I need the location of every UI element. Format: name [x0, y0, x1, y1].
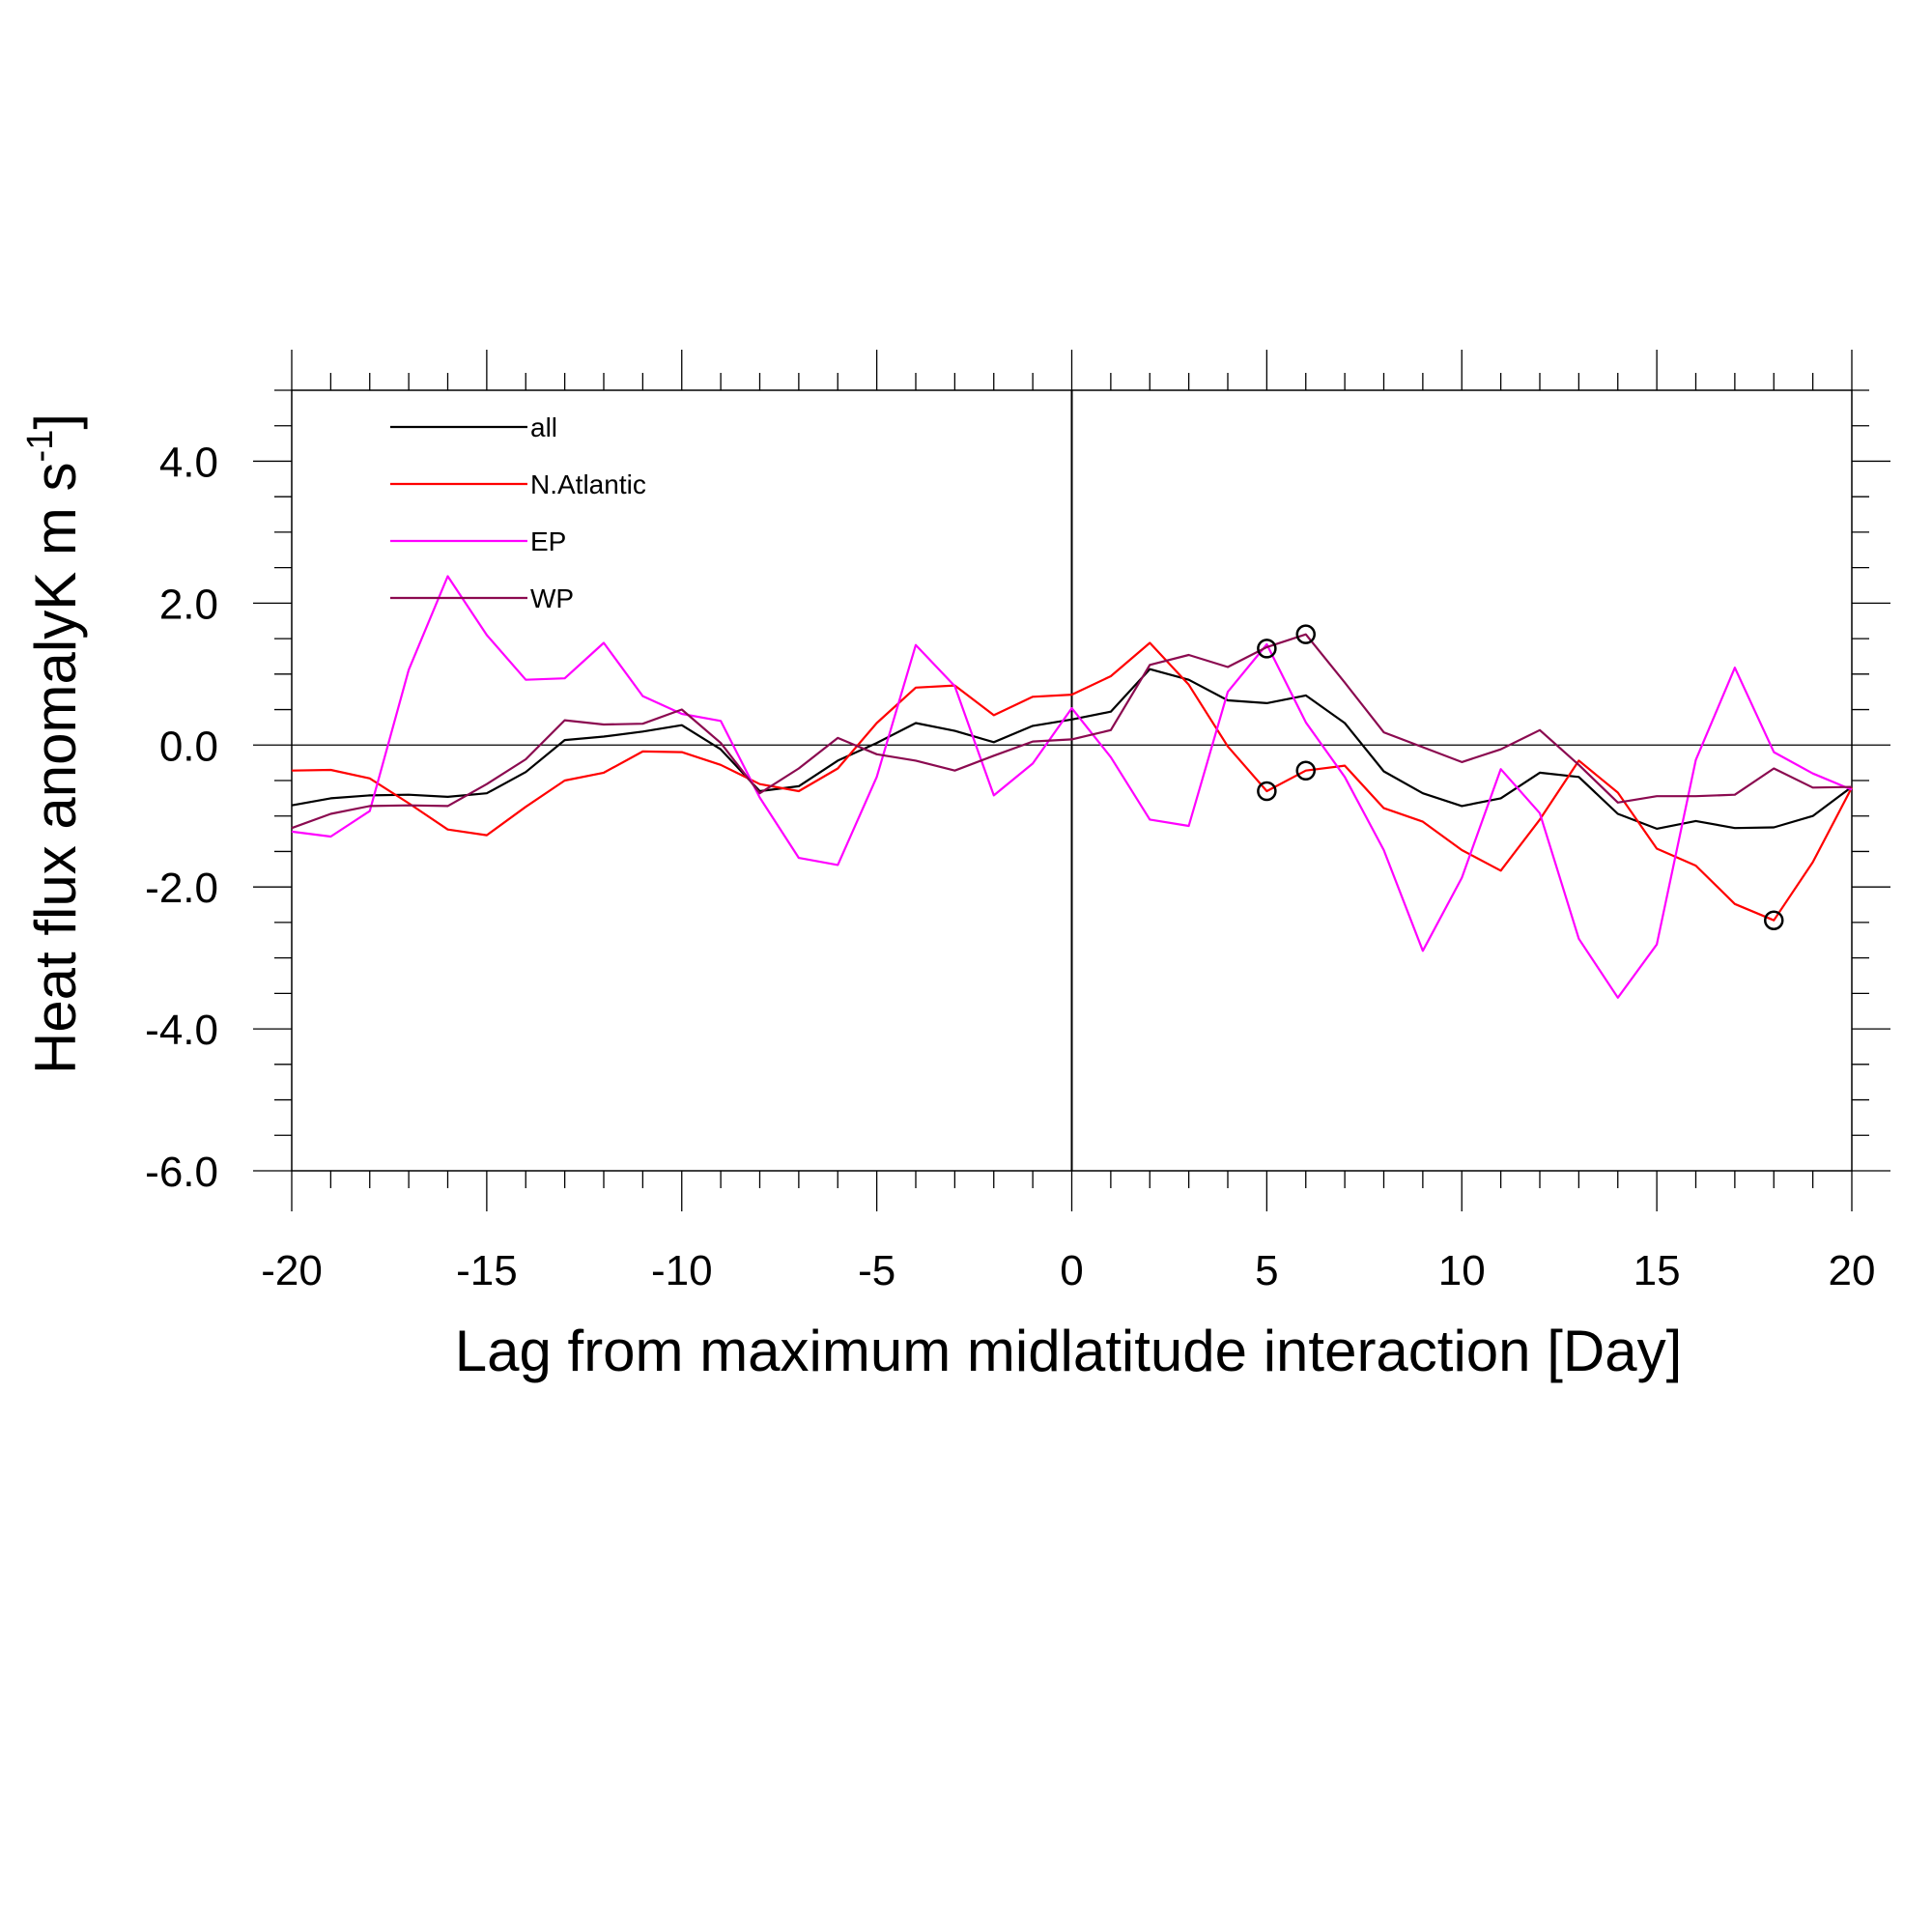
- y-tick-label: -6.0: [145, 1149, 218, 1196]
- legend: all N.Atlantic EP WP: [390, 412, 646, 613]
- series-line-n-atlantic: [291, 641, 1853, 922]
- legend-label-ep: EP: [530, 526, 566, 556]
- legend-label-n-atlantic: N.Atlantic: [530, 469, 646, 499]
- x-tick-label: -15: [456, 1247, 518, 1294]
- significance-marker: [1257, 781, 1277, 802]
- x-tick-label: -5: [858, 1247, 895, 1294]
- x-tick-label: 20: [1829, 1247, 1876, 1294]
- y-axis-title: Heat flux anomalyK m s-1]: [20, 413, 88, 1074]
- series-line-ep: [291, 575, 1853, 999]
- y-axis-title-close: ]: [23, 413, 88, 430]
- y-tick-label: 4.0: [159, 439, 218, 486]
- x-tick-label: 5: [1255, 1247, 1278, 1294]
- series-line-all: [291, 668, 1853, 831]
- significance-marker: [1295, 760, 1316, 781]
- significance-marker: [1257, 639, 1277, 659]
- legend-label-wp: WP: [530, 583, 574, 613]
- x-tick-label: 0: [1060, 1247, 1083, 1294]
- significance-marker: [1764, 910, 1784, 930]
- y-tick-label: 0.0: [159, 723, 218, 770]
- y-tick-label: -2.0: [145, 865, 218, 912]
- series-line-wp: [291, 633, 1853, 830]
- legend-label-all: all: [530, 412, 557, 442]
- y-tick-label: 2.0: [159, 581, 218, 628]
- x-tick-label: 10: [1438, 1247, 1486, 1294]
- y-axis-title-sup: -1: [20, 430, 61, 463]
- x-tick-label: -20: [261, 1247, 323, 1294]
- tick-labels: -20 -15 -10 -5 0 5 10 15 20 -6.0 -4.0 -2.0 0.0 2.0 4.0: [145, 439, 1875, 1294]
- significance-markers: [1257, 624, 1784, 930]
- y-axis-title-main: Heat flux anomalyK m s: [23, 462, 88, 1074]
- x-tick-label: 15: [1634, 1247, 1681, 1294]
- x-tick-label: -10: [651, 1247, 713, 1294]
- significance-marker: [1295, 624, 1316, 644]
- series-lines: [291, 575, 1853, 999]
- reference-lines: [292, 390, 1852, 1171]
- y-tick-label: -4.0: [145, 1007, 218, 1054]
- axis-ticks: [253, 350, 1890, 1211]
- x-axis-title: Lag from maximum midlatitude interaction…: [455, 1319, 1683, 1383]
